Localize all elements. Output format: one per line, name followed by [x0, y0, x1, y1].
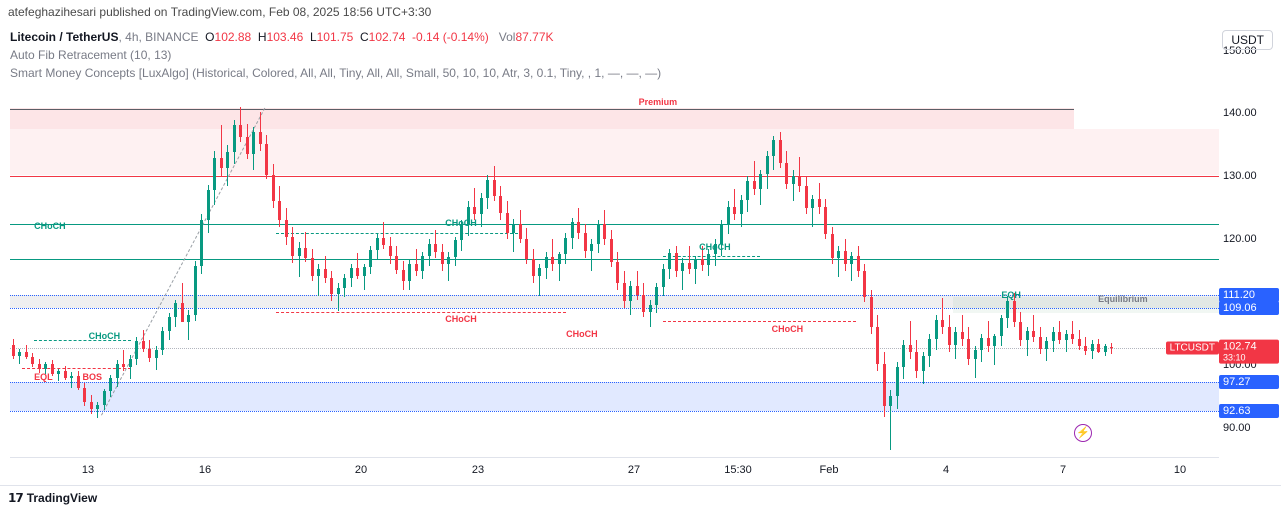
- smc-label: CHoCH: [89, 331, 121, 341]
- smc-line: [276, 233, 518, 234]
- price-axis[interactable]: 150.00140.00130.00120.00100.0090.00111.2…: [1219, 38, 1281, 453]
- publish-date: Feb 08, 2025 18:56 UTC+3:30: [269, 5, 431, 19]
- smc-label: EQL: [34, 372, 53, 382]
- smc-line: [663, 321, 856, 322]
- h-line: [10, 348, 1219, 349]
- time-tick: 13: [82, 464, 94, 476]
- ohlc-line: Litecoin / TetherUS, 4h, BINANCE O102.88…: [10, 28, 661, 46]
- h-line: [10, 295, 1219, 296]
- smc-label: BOS: [83, 372, 103, 382]
- price-zone: [953, 297, 1219, 313]
- time-tick: 16: [199, 464, 211, 476]
- price-tick: 140.00: [1223, 107, 1257, 119]
- h-line: [10, 176, 1219, 177]
- smc-line: [276, 312, 566, 313]
- currency-badge[interactable]: USDT: [1222, 30, 1273, 50]
- chart-area[interactable]: CHoCH CHoCH EQL BOS CHoCH CHoCH CHoCH CHoCH CHoC…: [0, 24, 1281, 485]
- smc-label: CHoCH: [445, 314, 477, 324]
- time-tick: Feb: [820, 464, 839, 476]
- time-tick: 27: [628, 464, 640, 476]
- price-tick: 90.00: [1223, 422, 1251, 434]
- time-tick: 23: [472, 464, 484, 476]
- indicator-line-1: Auto Fib Retracement (10, 13): [10, 46, 661, 64]
- time-tick: 4: [943, 464, 949, 476]
- price-zone: [10, 108, 1074, 129]
- price-zone: [10, 382, 1219, 411]
- price-tick: 130.00: [1223, 170, 1257, 182]
- price-tag: 102.7433:10: [1219, 339, 1279, 363]
- price-tag: 109.06: [1219, 301, 1279, 315]
- chart-header: Litecoin / TetherUS, 4h, BINANCE O102.88…: [10, 28, 661, 82]
- h-line: [10, 109, 1074, 110]
- h-line: [10, 308, 1219, 309]
- price-tag: 97.27: [1219, 375, 1279, 389]
- smc-label: CHoCH: [566, 329, 598, 339]
- smc-label: CHoCH: [772, 324, 804, 334]
- chart-plot[interactable]: CHoCH CHoCH EQL BOS CHoCH CHoCH CHoCH CHoCH CHoC…: [10, 38, 1219, 453]
- time-axis[interactable]: 13 16 20 23 27 15:30 Feb 4 7 10: [10, 457, 1219, 485]
- tv-logo-icon: ⁠𝟭𝟳: [8, 491, 23, 505]
- time-tick: 7: [1060, 464, 1066, 476]
- price-zone: [10, 129, 1219, 175]
- smc-label: CHoCH: [699, 242, 731, 252]
- publish-bar: atefeghazihesari published on TradingVie…: [0, 0, 1281, 24]
- price-tag: 92.63: [1219, 404, 1279, 418]
- publish-site: published on TradingView.com,: [96, 5, 269, 19]
- smc-label: EQH: [1001, 290, 1021, 300]
- time-tick: 10: [1174, 464, 1186, 476]
- h-line: [10, 224, 1219, 225]
- publish-author: atefeghazihesari: [8, 5, 96, 19]
- price-tick: 120.00: [1223, 233, 1257, 245]
- footer-brand: TradingView: [27, 491, 97, 505]
- price-tag: 111.20: [1219, 288, 1279, 302]
- flash-icon[interactable]: ⚡: [1074, 424, 1092, 442]
- smc-label: Equilibrium: [1098, 294, 1148, 304]
- smc-label: CHoCH: [34, 221, 66, 231]
- h-line: [10, 382, 1219, 383]
- time-tick: 20: [355, 464, 367, 476]
- symbol-price-tag: LTCUSDT: [1166, 341, 1219, 354]
- footer: ⁠𝟭𝟳 TradingView: [0, 485, 1281, 509]
- h-line: [10, 411, 1219, 412]
- smc-label: CHoCH: [445, 218, 477, 228]
- h-line: [10, 259, 1219, 260]
- indicator-line-2: Smart Money Concepts [LuxAlgo] (Historic…: [10, 64, 661, 82]
- time-tick: 15:30: [724, 464, 752, 476]
- smc-label: Premium: [639, 97, 678, 107]
